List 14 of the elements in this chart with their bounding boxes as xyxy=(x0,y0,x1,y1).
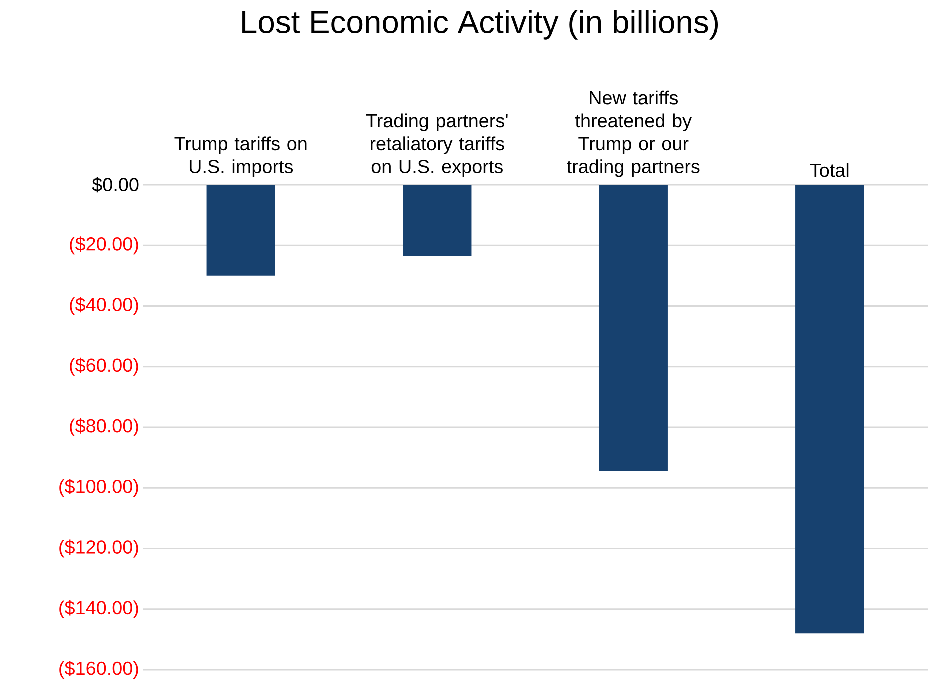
y-tick-label: ($20.00) xyxy=(70,236,138,254)
chart-title: Lost Economic Activity (in billions) xyxy=(242,10,718,40)
y-tick-label: ($160.00) xyxy=(60,660,138,679)
x-tick-label: Trading partners' retaliatory tariffs on U.S. exports xyxy=(366,114,508,178)
x-tick-label: Trump tariffs on U.S. imports xyxy=(174,136,307,178)
y-tick-label: ($40.00) xyxy=(70,297,138,316)
y-tick-label: ($100.00) xyxy=(60,479,138,497)
y-tick-label: ($80.00) xyxy=(70,418,138,436)
y-tick-label: $0.00 xyxy=(92,177,139,193)
x-tick-label: Total xyxy=(810,163,849,178)
y-tick-label: ($120.00) xyxy=(60,540,138,558)
x-tick-label: New tariffs threatened by Trump or our trading partners xyxy=(567,90,700,178)
y-tick-label: ($60.00) xyxy=(70,358,138,376)
y-tick-label: ($140.00) xyxy=(60,600,138,618)
